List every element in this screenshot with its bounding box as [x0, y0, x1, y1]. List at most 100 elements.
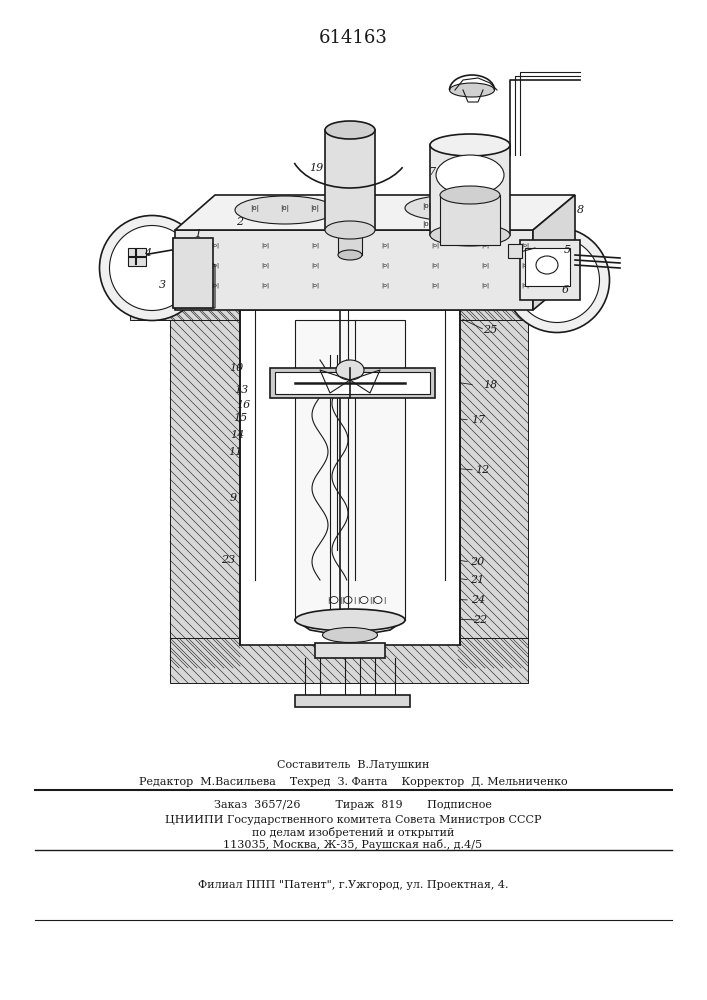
- Bar: [525, 248, 570, 286]
- Bar: [270, 368, 435, 398]
- Bar: [440, 195, 500, 245]
- Text: |o|: |o|: [423, 222, 431, 229]
- Text: |o|: |o|: [211, 262, 219, 268]
- Bar: [275, 372, 430, 394]
- Ellipse shape: [450, 83, 494, 97]
- Text: 24: 24: [471, 595, 485, 605]
- Ellipse shape: [338, 250, 362, 260]
- Text: |o|: |o|: [481, 282, 489, 288]
- Ellipse shape: [336, 360, 364, 380]
- Text: |o|: |o|: [211, 242, 219, 248]
- Text: 15: 15: [233, 413, 247, 423]
- Text: Филиал ППП "Патент", г.Ужгород, ул. Проектная, 4.: Филиал ППП "Патент", г.Ужгород, ул. Прое…: [198, 880, 508, 890]
- Text: 12: 12: [475, 465, 489, 475]
- Text: ЦНИИПИ Государственного комитета Совета Министров СССР: ЦНИИПИ Государственного комитета Совета …: [165, 815, 542, 825]
- Bar: [440, 280, 570, 320]
- Text: 3: 3: [158, 280, 165, 290]
- Bar: [170, 310, 240, 668]
- Bar: [170, 638, 528, 683]
- Text: 21: 21: [470, 575, 484, 585]
- Bar: [325, 130, 375, 230]
- Ellipse shape: [325, 221, 375, 239]
- Bar: [430, 145, 510, 235]
- Text: 14: 14: [230, 430, 244, 440]
- Text: |o|: |o|: [431, 242, 439, 248]
- Text: 18: 18: [483, 380, 497, 390]
- Bar: [315, 643, 385, 658]
- Bar: [458, 310, 528, 668]
- Text: |o|: |o|: [261, 242, 269, 248]
- Text: |o|: |o|: [431, 282, 439, 288]
- Text: |o|: |o|: [381, 262, 389, 268]
- Text: |o|: |o|: [423, 204, 431, 211]
- Ellipse shape: [440, 186, 500, 204]
- Text: |o|: |o|: [261, 262, 269, 268]
- Text: |o|: |o|: [261, 282, 269, 288]
- Bar: [295, 320, 405, 620]
- Text: 1: 1: [194, 229, 201, 239]
- Ellipse shape: [430, 134, 510, 156]
- Text: 113035, Москва, Ж-35, Раушская наб., д.4/5: 113035, Москва, Ж-35, Раушская наб., д.4…: [223, 840, 483, 850]
- Text: 20: 20: [470, 557, 484, 567]
- Text: |o|: |o|: [310, 205, 320, 212]
- Text: |o|: |o|: [469, 204, 477, 211]
- Ellipse shape: [235, 196, 335, 224]
- Polygon shape: [173, 238, 215, 308]
- Ellipse shape: [100, 216, 204, 320]
- Text: Составитель  В.Латушкин: Составитель В.Латушкин: [277, 760, 429, 770]
- Text: 8: 8: [576, 205, 583, 215]
- Text: 7: 7: [428, 167, 436, 177]
- Text: 11: 11: [228, 447, 242, 457]
- Text: |o|: |o|: [431, 262, 439, 268]
- Text: |: |: [370, 596, 373, 603]
- Text: по делам изобретений и открытий: по делам изобретений и открытий: [252, 828, 454, 838]
- Ellipse shape: [322, 628, 378, 643]
- Text: 22: 22: [473, 615, 487, 625]
- Text: 19: 19: [309, 163, 323, 173]
- Text: 13: 13: [234, 385, 248, 395]
- Text: |: |: [327, 596, 329, 603]
- Bar: [175, 230, 533, 310]
- Text: |o|: |o|: [481, 242, 489, 248]
- Text: |o|: |o|: [311, 242, 319, 248]
- Text: |o|: |o|: [521, 282, 529, 288]
- Polygon shape: [175, 195, 575, 230]
- Text: |o|: |o|: [211, 282, 219, 288]
- Ellipse shape: [430, 224, 510, 246]
- Text: 9: 9: [230, 493, 237, 503]
- Text: |o|: |o|: [469, 222, 477, 229]
- Text: |: |: [341, 596, 343, 603]
- Ellipse shape: [325, 121, 375, 139]
- Text: 4: 4: [144, 248, 151, 258]
- Text: 25: 25: [483, 325, 497, 335]
- Text: |: |: [382, 596, 385, 603]
- Text: 17: 17: [471, 415, 485, 425]
- Bar: [173, 238, 213, 308]
- Text: |o|: |o|: [311, 282, 319, 288]
- Text: |: |: [339, 596, 341, 603]
- Text: 614163: 614163: [319, 29, 387, 47]
- Text: 16: 16: [236, 400, 250, 410]
- Text: |: |: [353, 596, 355, 603]
- Text: |o|: |o|: [481, 262, 489, 268]
- Ellipse shape: [505, 228, 609, 332]
- Bar: [508, 244, 522, 258]
- Text: Заказ  3657/26          Тираж  819       Подписное: Заказ 3657/26 Тираж 819 Подписное: [214, 800, 492, 810]
- Text: |o|: |o|: [381, 282, 389, 288]
- Text: |o|: |o|: [311, 262, 319, 268]
- Text: |o|: |o|: [381, 242, 389, 248]
- Text: |o|: |o|: [250, 205, 259, 212]
- Text: |: |: [357, 596, 359, 603]
- Ellipse shape: [405, 196, 495, 221]
- Text: |o|: |o|: [445, 222, 455, 229]
- Polygon shape: [533, 195, 575, 310]
- Text: |o|: |o|: [445, 204, 455, 211]
- Bar: [295, 695, 410, 707]
- Ellipse shape: [436, 155, 504, 195]
- Text: |o|: |o|: [281, 205, 289, 212]
- Text: 5: 5: [563, 245, 571, 255]
- Text: |: |: [369, 596, 371, 603]
- Ellipse shape: [110, 226, 194, 310]
- Bar: [338, 225, 362, 255]
- Text: 10: 10: [229, 363, 243, 373]
